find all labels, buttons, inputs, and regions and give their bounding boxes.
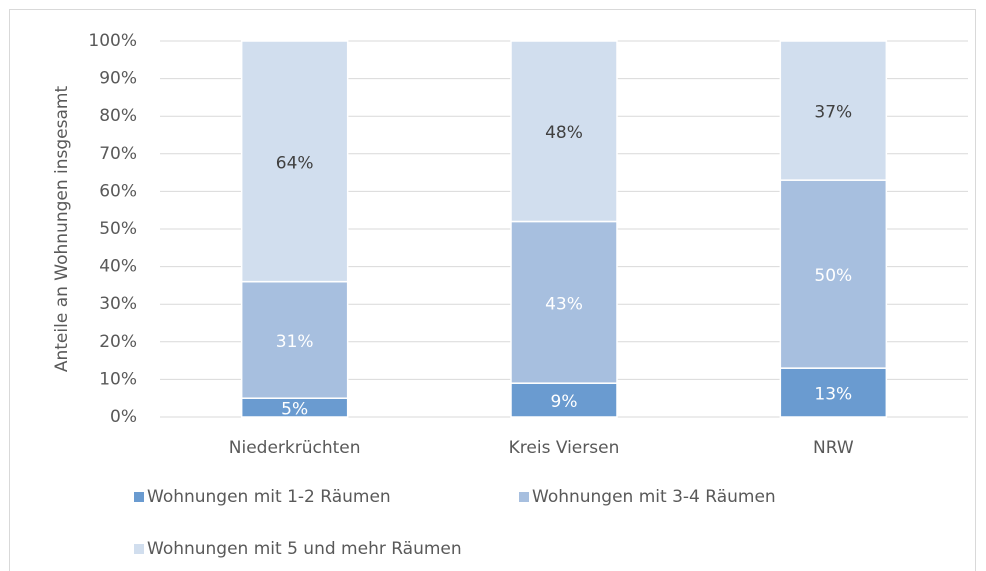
bar-segment: [510, 40, 618, 223]
data-label: 31%: [276, 332, 314, 352]
bar-segment: [779, 367, 888, 418]
y-tick-label: 30%: [99, 294, 137, 314]
legend-swatch: [134, 544, 144, 554]
legend-swatch: [134, 492, 144, 502]
data-label: 9%: [551, 392, 578, 412]
y-tick-label: 90%: [99, 69, 137, 89]
data-label: 50%: [814, 266, 852, 286]
x-tick-label: Niederkrüchten: [229, 438, 361, 458]
y-axis-label: Anteile an Wohnungen insgesamt: [52, 86, 72, 373]
bar-segment: [240, 40, 349, 283]
data-label: 48%: [545, 123, 583, 143]
y-tick-label: 80%: [99, 106, 137, 126]
legend-swatch: [519, 492, 529, 502]
legend-label: Wohnungen mit 5 und mehr Räumen: [147, 539, 462, 559]
y-tick-label: 0%: [110, 407, 137, 427]
y-tick-label: 50%: [99, 219, 137, 239]
data-label: 13%: [814, 385, 852, 405]
data-label: 64%: [276, 153, 314, 173]
bar-segment: [779, 40, 888, 181]
data-label: 43%: [545, 294, 583, 314]
y-tick-label: 40%: [99, 257, 137, 277]
chart-frame: [9, 9, 976, 571]
legend-label: Wohnungen mit 1-2 Räumen: [147, 487, 391, 507]
y-tick-label: 60%: [99, 181, 137, 201]
x-tick-label: NRW: [813, 438, 854, 458]
x-tick-label: Kreis Viersen: [509, 438, 620, 458]
y-tick-label: 10%: [99, 369, 137, 389]
data-label: 37%: [814, 103, 852, 123]
y-tick-label: 70%: [99, 144, 137, 164]
legend-label: Wohnungen mit 3-4 Räumen: [532, 487, 776, 507]
data-label: 5%: [281, 400, 308, 420]
bar-segment: [510, 382, 618, 418]
bar-segment: [510, 220, 618, 384]
y-tick-label: 20%: [99, 332, 137, 352]
y-tick-label: 100%: [88, 31, 137, 51]
bar-segment: [240, 280, 349, 399]
